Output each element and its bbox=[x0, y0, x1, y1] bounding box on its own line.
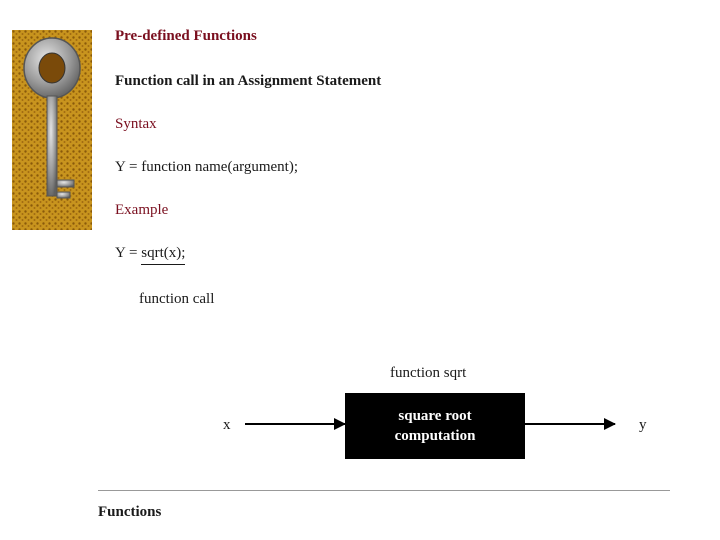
footer-divider bbox=[98, 490, 670, 491]
example-label: Example bbox=[115, 202, 705, 219]
syntax-code: Y = function name(argument); bbox=[115, 159, 705, 176]
box-line-1: square root bbox=[345, 406, 525, 426]
function-call-label: function call bbox=[139, 291, 705, 308]
diagram-output-label: y bbox=[639, 417, 647, 434]
slide-subtitle: Function call in an Assignment Statement bbox=[115, 73, 705, 90]
example-call: sqrt(x); bbox=[141, 245, 185, 265]
example-code: Y = sqrt(x); bbox=[115, 245, 705, 265]
diagram: function sqrt x square root computation … bbox=[115, 365, 695, 475]
slide-content: Pre-defined Functions Function call in a… bbox=[115, 28, 705, 308]
syntax-label: Syntax bbox=[115, 116, 705, 133]
diagram-title: function sqrt bbox=[390, 365, 466, 382]
slide-title: Pre-defined Functions bbox=[115, 28, 705, 45]
arrow-input bbox=[245, 423, 345, 425]
key-decor-image bbox=[12, 30, 92, 230]
arrow-output bbox=[525, 423, 615, 425]
footer-label: Functions bbox=[98, 504, 161, 521]
box-line-2: computation bbox=[345, 426, 525, 446]
diagram-box: square root computation bbox=[345, 393, 525, 459]
diagram-input-label: x bbox=[223, 417, 231, 434]
example-prefix: Y = bbox=[115, 245, 141, 261]
